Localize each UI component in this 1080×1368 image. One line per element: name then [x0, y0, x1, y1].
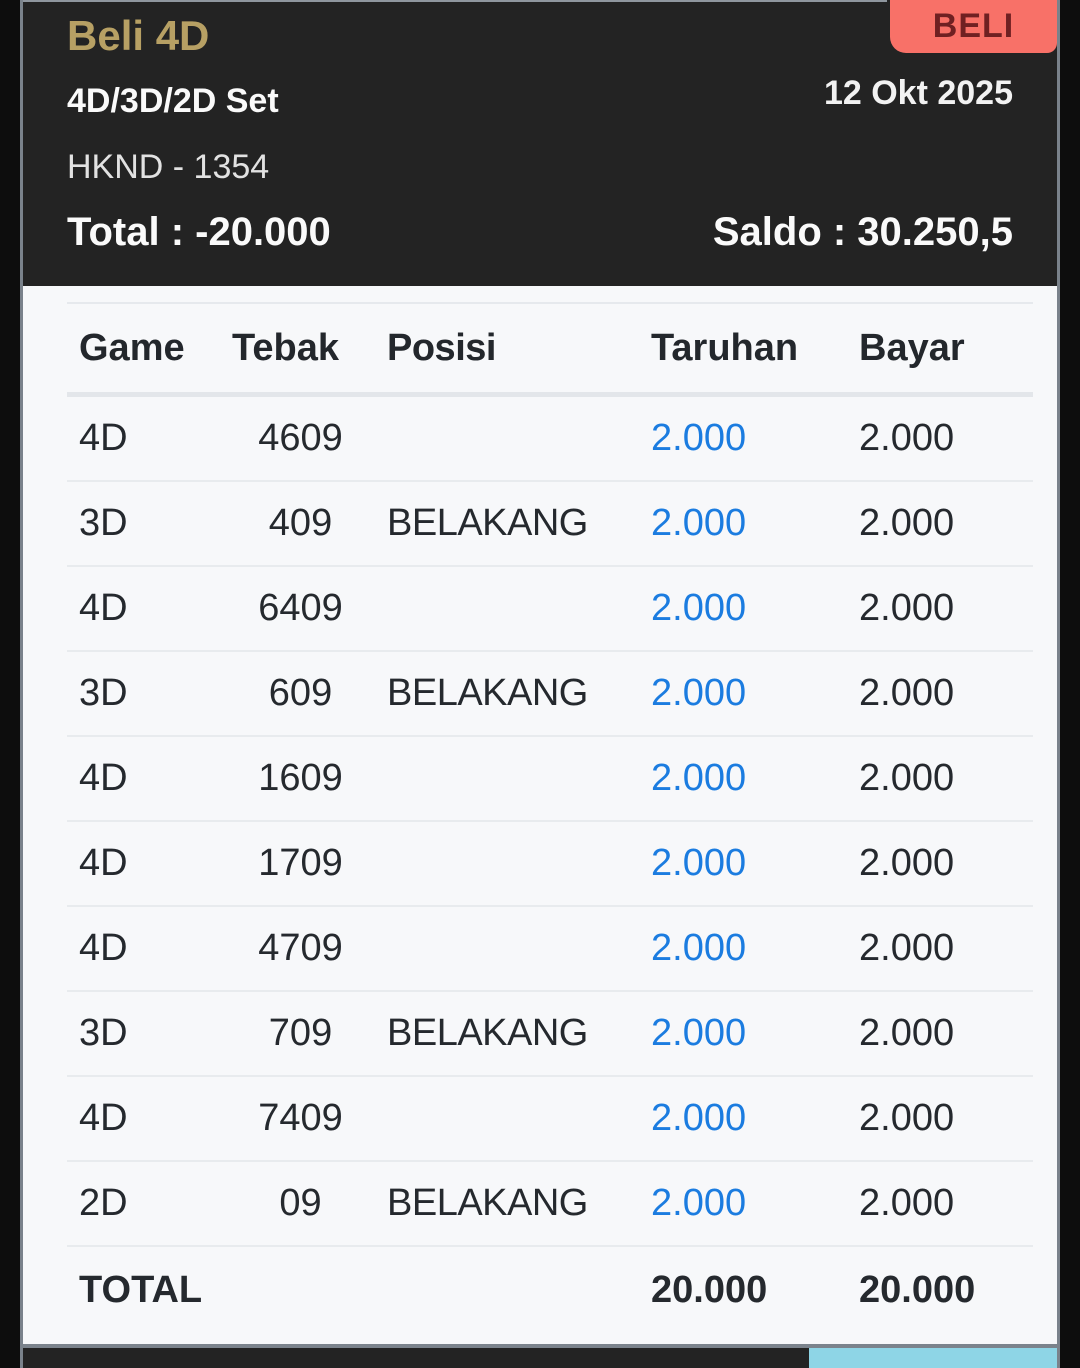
total-row: TOTAL 20.000 20.000: [67, 1247, 1033, 1333]
tebak-cell: 6409: [258, 587, 343, 629]
bayar-cell: 2.000: [859, 1097, 955, 1139]
total-taruhan-value: 20.000: [651, 1268, 768, 1311]
game-cell: 4D: [79, 842, 128, 884]
tebak-cell: 4709: [258, 927, 343, 969]
tebak-cell: 1609: [258, 757, 343, 799]
taruhan-link[interactable]: 2.000: [651, 672, 747, 714]
tebak-cell: 609: [268, 672, 333, 714]
tebak-cell: 409: [268, 502, 333, 544]
bayar-cell: 2.000: [859, 842, 955, 884]
table-row: 4D 1609 2.000 2.000: [67, 737, 1033, 822]
bet-rows: 4D 4609 2.000 2.000 3D 409 BELAKANG 2.00…: [67, 397, 1033, 1247]
game-cell: 2D: [79, 1182, 128, 1224]
table-row: 3D 709 BELAKANG 2.000 2.000: [67, 992, 1033, 1077]
bayar-cell: 2.000: [859, 587, 955, 629]
game-cell: 3D: [79, 672, 128, 714]
table-row: 4D 6409 2.000 2.000: [67, 567, 1033, 652]
bet-slip-header: BELI Beli 4D 4D/3D/2D Set 12 Okt 2025 HK…: [23, 0, 1057, 286]
taruhan-link[interactable]: 2.000: [651, 1097, 747, 1139]
taruhan-link[interactable]: 2.000: [651, 1012, 747, 1054]
game-cell: 4D: [79, 757, 128, 799]
draw-date: 12 Okt 2025: [823, 74, 1013, 112]
table-row: 2D 09 BELAKANG 2.000 2.000: [67, 1162, 1033, 1247]
column-header-game: Game: [79, 326, 185, 369]
bottom-scrollbar-track: [23, 1348, 1057, 1368]
column-header-taruhan: Taruhan: [651, 326, 799, 369]
posisi-cell: BELAKANG: [387, 1182, 588, 1224]
page-title: Beli 4D: [67, 12, 210, 59]
taruhan-link[interactable]: 2.000: [651, 1182, 747, 1224]
table-top-line: [67, 302, 1033, 304]
bayar-cell: 2.000: [859, 672, 955, 714]
posisi-cell: BELAKANG: [387, 1012, 588, 1054]
column-header-tebak: Tebak: [232, 326, 340, 369]
column-header-bayar: Bayar: [859, 326, 965, 369]
table-row: 4D 1709 2.000 2.000: [67, 822, 1033, 907]
bet-slip-card: BELI Beli 4D 4D/3D/2D Set 12 Okt 2025 HK…: [20, 0, 1060, 1368]
column-header-posisi: Posisi: [387, 326, 496, 369]
game-cell: 4D: [79, 927, 128, 969]
game-cell: 4D: [79, 417, 128, 459]
bet-type-label: 4D/3D/2D Set: [67, 82, 279, 120]
posisi-cell: BELAKANG: [387, 502, 588, 544]
taruhan-link[interactable]: 2.000: [651, 502, 747, 544]
panel-bottom-border: [23, 1344, 1057, 1348]
horizontal-scrollbar-thumb[interactable]: [809, 1348, 1057, 1368]
total-bayar-value: 20.000: [859, 1268, 976, 1311]
game-cell: 4D: [79, 587, 128, 629]
taruhan-link[interactable]: 2.000: [651, 757, 747, 799]
bayar-cell: 2.000: [859, 417, 955, 459]
game-cell: 4D: [79, 1097, 128, 1139]
balance-amount: Saldo : 30.250,5: [712, 210, 1013, 254]
table-row: 3D 609 BELAKANG 2.000 2.000: [67, 652, 1033, 737]
table-row: 3D 409 BELAKANG 2.000 2.000: [67, 482, 1033, 567]
table-row: 4D 4609 2.000 2.000: [67, 397, 1033, 482]
tebak-cell: 4609: [258, 417, 343, 459]
tebak-cell: 1709: [258, 842, 343, 884]
card-top-border: [23, 0, 887, 2]
bayar-cell: 2.000: [859, 757, 955, 799]
taruhan-link[interactable]: 2.000: [651, 927, 747, 969]
table-header-row: Game Tebak Posisi Taruhan Bayar: [67, 304, 1033, 392]
table-row: 4D 4709 2.000 2.000: [67, 907, 1033, 992]
taruhan-link[interactable]: 2.000: [651, 842, 747, 884]
posisi-cell: BELAKANG: [387, 672, 588, 714]
game-cell: 3D: [79, 502, 128, 544]
bayar-cell: 2.000: [859, 1012, 955, 1054]
header-separator: [67, 392, 1033, 397]
buy-button[interactable]: BELI: [890, 0, 1057, 53]
taruhan-link[interactable]: 2.000: [651, 417, 747, 459]
market-round: HKND - 1354: [67, 148, 270, 186]
table-row: 4D 7409 2.000 2.000: [67, 1077, 1033, 1162]
game-cell: 3D: [79, 1012, 128, 1054]
bayar-cell: 2.000: [859, 502, 955, 544]
tebak-cell: 709: [268, 1012, 333, 1054]
bayar-cell: 2.000: [859, 927, 955, 969]
taruhan-link[interactable]: 2.000: [651, 587, 747, 629]
total-amount: Total : -20.000: [67, 210, 331, 254]
tebak-cell: 7409: [258, 1097, 343, 1139]
bayar-cell: 2.000: [859, 1182, 955, 1224]
tebak-cell: 09: [279, 1182, 322, 1224]
bet-table-panel: Game Tebak Posisi Taruhan Bayar 4D 4609 …: [23, 286, 1057, 1344]
total-label: TOTAL: [79, 1268, 203, 1311]
bet-table: Game Tebak Posisi Taruhan Bayar 4D 4609 …: [67, 302, 1033, 1333]
